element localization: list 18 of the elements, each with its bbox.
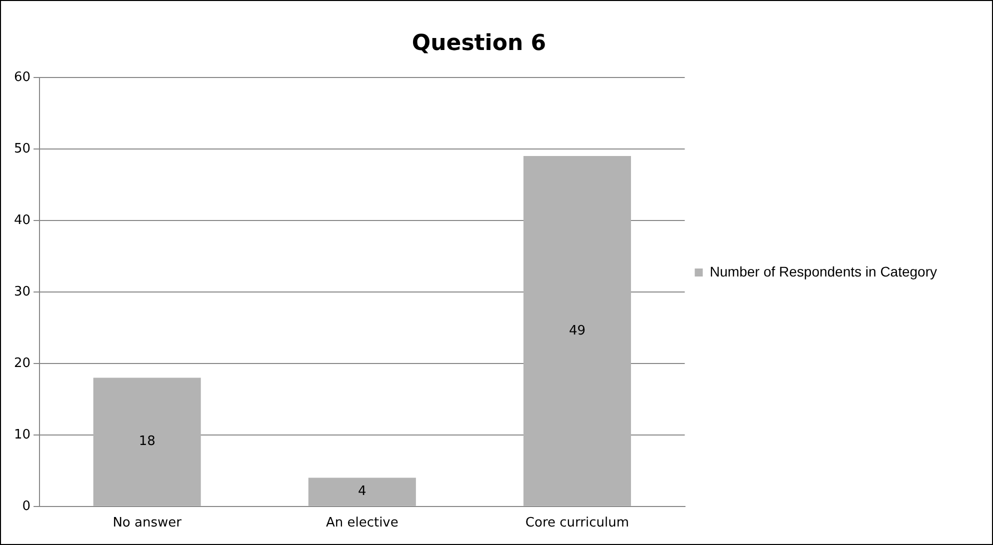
y-tick-label: 50	[14, 141, 31, 156]
chart-title: Question 6	[412, 30, 546, 56]
y-tick-label: 30	[14, 284, 31, 300]
x-tick-label: An elective	[326, 516, 398, 531]
bar	[523, 156, 631, 506]
x-tick-label: Core curriculum	[525, 516, 630, 531]
legend-label: Number of Respondents in Category	[710, 263, 937, 280]
data-label: 4	[358, 484, 366, 500]
y-tick-label: 10	[14, 427, 31, 442]
bar	[93, 378, 201, 506]
y-tick-label: 60	[14, 70, 31, 85]
y-tick-label: 20	[14, 356, 31, 371]
data-label: 49	[568, 323, 586, 338]
data-label: 18	[138, 434, 156, 450]
y-tick-label: 40	[14, 212, 31, 228]
bar	[308, 478, 416, 506]
x-tick-label: No answer	[112, 516, 182, 531]
y-tick-label: 0	[22, 498, 31, 514]
